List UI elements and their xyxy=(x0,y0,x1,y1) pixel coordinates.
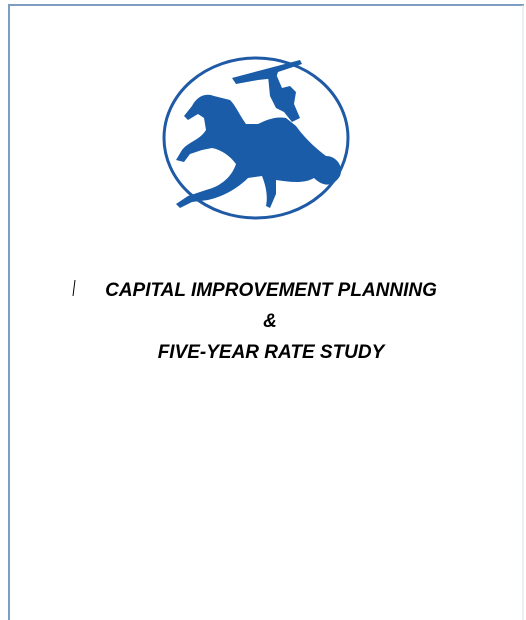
title-line-1: CAPITAL IMPROVEMENT PLANNING xyxy=(105,280,437,301)
logo-rider xyxy=(268,74,300,122)
cursor-mark xyxy=(72,279,76,297)
title-line-3: FIVE-YEAR RATE STUDY xyxy=(158,342,387,363)
logo-ring xyxy=(162,56,350,220)
logo-horse xyxy=(176,94,342,208)
logo-rifle xyxy=(232,60,302,84)
logo xyxy=(162,56,350,220)
title-line-2: & xyxy=(263,311,277,332)
